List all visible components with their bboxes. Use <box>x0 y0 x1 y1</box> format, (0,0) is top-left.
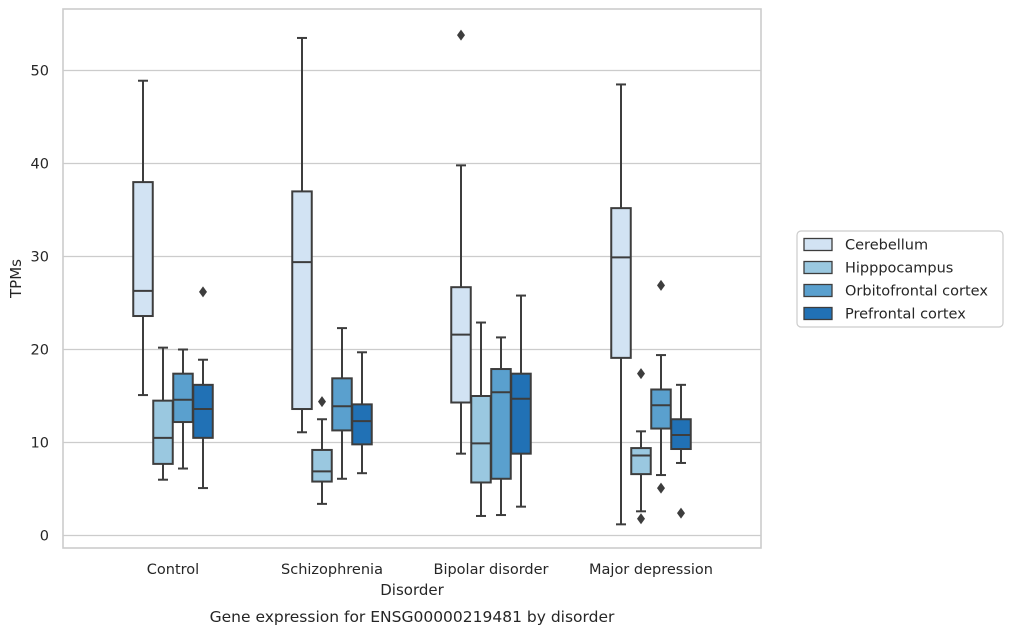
y-tick-label: 50 <box>31 64 49 80</box>
box <box>132 79 154 397</box>
box <box>510 294 532 508</box>
box-iqr <box>311 448 333 483</box>
box <box>331 327 353 480</box>
legend-item: Orbitofrontal cortex <box>803 283 988 300</box>
outlier-point <box>637 513 645 525</box>
box <box>152 346 174 481</box>
box-iqr <box>630 447 652 476</box>
box <box>650 279 672 494</box>
x-axis-label: Disorder <box>380 581 444 599</box>
box-iqr <box>192 383 214 439</box>
box-iqr <box>610 207 632 359</box>
box <box>670 383 692 519</box>
box <box>490 336 512 517</box>
box <box>192 286 214 490</box>
outlier-point <box>657 279 665 291</box>
box-iqr <box>132 181 154 318</box>
box-iqr <box>470 395 492 484</box>
box-iqr <box>510 372 532 455</box>
outlier-point <box>657 482 665 494</box>
box-iqr <box>291 190 313 411</box>
box <box>351 351 373 475</box>
box <box>172 348 194 470</box>
box-series <box>132 29 692 526</box>
plot-frame <box>62 8 762 549</box>
outlier-point <box>637 368 645 380</box>
box-iqr <box>450 286 472 404</box>
y-tick-label: 20 <box>31 343 49 359</box>
legend-item: Cerebellum <box>803 237 928 254</box>
outlier-point <box>318 396 326 408</box>
legend-frame <box>796 230 1004 328</box>
legend-swatch <box>803 283 833 298</box>
box-iqr <box>650 388 672 430</box>
series-cerebellum <box>132 29 632 526</box>
legend-swatch <box>803 237 833 252</box>
box-iqr <box>351 403 373 446</box>
box <box>610 83 632 526</box>
x-axis-ticks: Control Schizophrenia Bipolar disorder Majo… <box>147 562 713 578</box>
box <box>450 29 472 455</box>
y-tick-label: 40 <box>31 157 49 173</box>
series-prefrontal-cortex <box>192 286 692 519</box>
legend-item: Prefrontal cortex <box>803 306 966 323</box>
box-iqr <box>152 399 174 465</box>
legend-swatch <box>803 260 833 275</box>
grid-lines <box>63 69 761 537</box>
series-orbitofrontal-cortex <box>172 279 672 517</box>
legend-item: Hipppocampus <box>803 260 953 277</box>
box <box>630 368 652 525</box>
legend-label: Prefrontal cortex <box>845 307 966 323</box>
y-axis-ticks: 0 10 20 30 40 50 <box>31 64 49 545</box>
y-tick-label: 0 <box>40 529 49 545</box>
outlier-point <box>457 29 465 41</box>
x-tick-label: Major depression <box>589 562 713 578</box>
y-axis-label: TPMs <box>7 259 25 299</box>
legend-label: Cerebellum <box>845 238 928 254</box>
x-tick-label: Bipolar disorder <box>434 562 549 578</box>
legend-swatch <box>803 306 833 321</box>
outlier-point <box>199 286 207 298</box>
chart-caption: Gene expression for ENSG00000219481 by d… <box>210 608 615 626</box>
x-tick-label: Control <box>147 562 199 578</box>
legend-label: Orbitofrontal cortex <box>845 284 988 300</box>
series-hipppocampus <box>152 321 652 525</box>
box-iqr <box>490 368 512 480</box>
legend-label: Hipppocampus <box>845 261 953 277</box>
legend: Cerebellum Hipppocampus Orbitofrontal cort… <box>796 230 1004 328</box>
box-iqr <box>172 372 194 424</box>
outlier-point <box>677 507 685 519</box>
box <box>470 321 492 517</box>
box-iqr <box>331 377 353 432</box>
box <box>311 396 333 505</box>
y-tick-label: 10 <box>31 436 49 452</box>
box <box>291 36 313 434</box>
y-tick-label: 30 <box>31 250 49 266</box>
x-tick-label: Schizophrenia <box>281 562 383 578</box>
